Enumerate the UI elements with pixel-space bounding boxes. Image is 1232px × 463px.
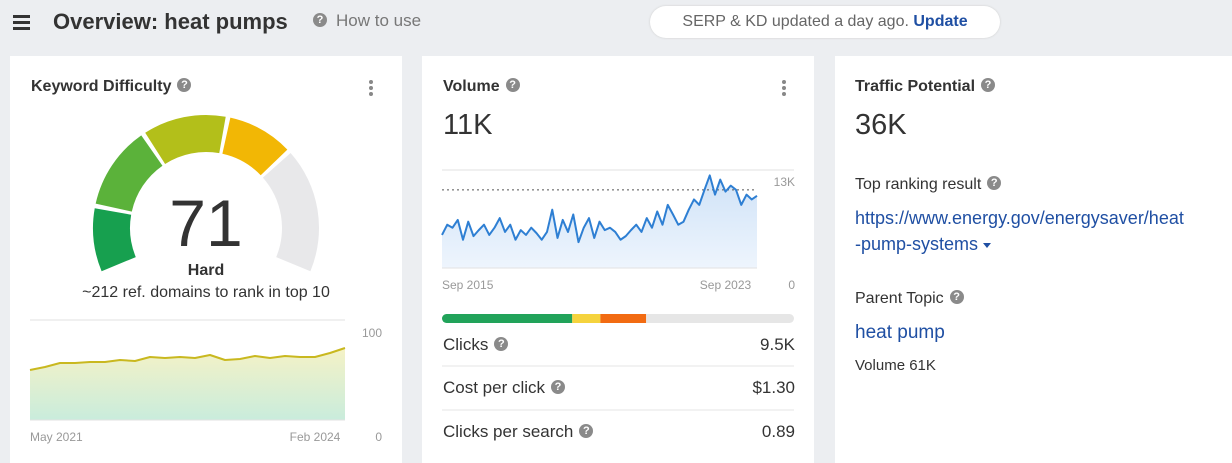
gauge-segment [95,135,163,212]
volume-menu[interactable] [782,80,786,84]
kd-subtitle: ~212 ref. domains to rank in top 10 [82,284,330,301]
parent-topic[interactable]: heat pump [855,322,945,343]
y-tick-label: 0 [375,430,382,444]
metric-value: 9.5K [760,335,795,354]
menu-icon[interactable] [13,15,30,18]
metric-label: Clicks per search [443,422,594,442]
x-tick-label: Sep 2015 [442,278,494,292]
parent-volume: Volume 61K [855,357,936,374]
gauge-segment [145,115,226,164]
metric-value: $1.30 [752,378,795,397]
parent-topic-text: Parent Topic [855,290,944,307]
x-tick-label: May 2021 [30,430,83,444]
how-to-use-text[interactable]: How to use [336,11,422,30]
top-result-label: Top ranking result [855,175,1002,194]
top-result-url[interactable]: https://www.energy.gov/energysaver/heat-… [855,205,1185,257]
area [30,348,345,420]
tp-value: 36K [855,109,907,141]
metric-label: Cost per click [443,378,566,398]
y-tick-label: 0 [788,278,795,292]
status-pill: SERP & KD updated a day ago. Update [650,6,1000,38]
gauge-segment [222,117,288,176]
update-link[interactable]: Update [913,13,968,30]
kd-title: Keyword Difficulty [31,77,192,96]
metric-label: Clicks [443,335,509,355]
x-tick-label: Feb 2024 [290,430,341,444]
help-icon[interactable] [505,77,520,92]
click-segment [646,314,794,323]
metric-value: 0.89 [761,422,795,441]
kd-title-text: Keyword Difficulty [31,78,172,95]
traffic-card [835,56,1232,463]
volume-value: 11K [443,109,493,141]
volume-title: Volume [443,77,520,96]
kd-label: Hard [187,262,225,279]
status-text: SERP & KD updated a day ago. [682,13,909,30]
help-icon[interactable] [949,289,964,304]
page-title: Overview: heat pumps [53,9,288,34]
help-icon[interactable] [981,77,996,92]
click-segment [442,314,573,323]
help-icon[interactable] [551,379,566,394]
volume-title-text: Volume [443,78,500,95]
tp-title: Traffic Potential [855,77,996,96]
click-segment [572,314,601,323]
help-icon [313,12,327,27]
metric-label-text: Cost per click [443,378,546,397]
kd-value: 71 [169,186,243,260]
help-icon[interactable] [494,336,509,351]
line [29,347,346,371]
how-to-use[interactable]: How to use [307,11,421,31]
y-tick-label: 13K [774,175,795,189]
metric-label-text: Clicks per search [443,422,574,441]
help-icon[interactable] [177,77,192,92]
click-segment [600,314,647,323]
parent-topic-label: Parent Topic [855,289,964,308]
line [441,174,758,244]
help-icon[interactable] [987,175,1002,190]
metric-label-text: Clicks [443,335,489,354]
tp-title-text: Traffic Potential [855,78,976,95]
top-result-text: Top ranking result [855,176,982,193]
y-tick-label: 100 [362,326,382,340]
gauge-track [262,153,319,272]
help-icon[interactable] [579,423,594,438]
gauge-segment [92,208,136,272]
kd-menu[interactable] [369,80,373,84]
x-tick-label: Sep 2023 [700,278,752,292]
